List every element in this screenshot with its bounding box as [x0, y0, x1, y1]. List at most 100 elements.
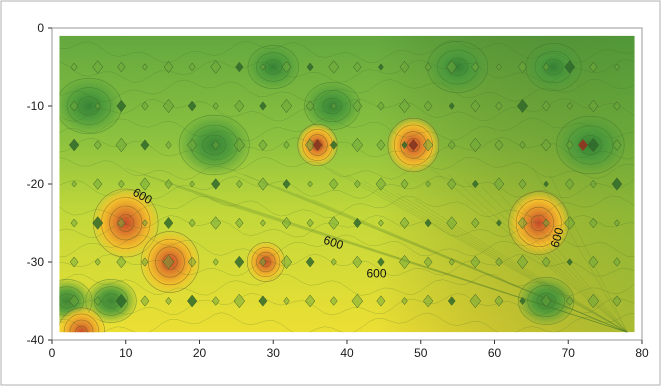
diamond-marker: [329, 178, 339, 190]
low-region: [523, 41, 584, 93]
diamond-marker: [92, 60, 104, 74]
contour-line: [515, 199, 562, 248]
diamond-marker: [448, 102, 455, 110]
diamond-marker: [542, 62, 550, 72]
y-tick-label: -30: [27, 255, 45, 269]
diamond-marker: [188, 62, 196, 72]
contour-line: [59, 59, 635, 83]
diamond-marker: [401, 140, 408, 150]
contour-line: [295, 193, 628, 333]
diamond-marker: [140, 139, 150, 151]
diamond-marker: [306, 62, 314, 72]
diamond-marker: [589, 217, 598, 229]
contour-line: [59, 137, 635, 161]
diamond-marker: [305, 294, 316, 308]
diamond-marker: [117, 179, 125, 189]
diamond-marker: [212, 258, 219, 266]
diamond-marker: [94, 258, 101, 266]
contour-line: [536, 292, 556, 310]
contour-value-label: 600: [366, 267, 386, 281]
low-region: [425, 39, 490, 95]
contour-line: [59, 79, 635, 103]
diamond-marker: [566, 102, 573, 110]
diamond-marker: [447, 178, 457, 190]
diamond-marker: [280, 254, 293, 270]
diamond-marker: [614, 63, 620, 71]
diamond-marker: [423, 138, 434, 152]
diamond-marker: [495, 101, 503, 111]
diamond-marker: [115, 137, 128, 153]
diamond-marker: [328, 216, 340, 230]
diamond-marker: [543, 180, 549, 188]
diamond-marker: [517, 216, 528, 230]
contour-line: [59, 293, 635, 316]
diamond-marker: [564, 60, 576, 74]
contour-line: [329, 168, 628, 333]
diamond-marker: [469, 137, 482, 153]
diamond-marker: [165, 140, 172, 150]
diamond-marker: [541, 100, 551, 112]
hot-region: [59, 306, 106, 333]
contour-line: [244, 174, 628, 333]
diamond-marker: [588, 99, 599, 113]
diamond-marker: [541, 256, 551, 268]
contour-line: [256, 251, 276, 273]
diamond-marker: [446, 216, 458, 230]
diamond-marker: [163, 60, 174, 74]
contour-line: [549, 174, 628, 333]
contour-line: [155, 246, 185, 278]
low-region: [84, 278, 138, 324]
contour-line: [59, 234, 635, 258]
diamond-marker: [495, 257, 503, 267]
diamond-marker: [211, 296, 220, 306]
contour-line: [59, 254, 635, 277]
diamond-marker: [588, 255, 599, 269]
diamond-marker: [565, 140, 574, 150]
diamond-marker: [564, 216, 576, 230]
contour-line: [59, 307, 106, 333]
contour-line: [178, 114, 250, 176]
diamond-marker: [613, 101, 621, 111]
diamond-marker: [142, 63, 148, 71]
diamond-marker: [260, 63, 266, 71]
x-tick-label: 0: [49, 346, 56, 360]
x-tick-label: 70: [562, 346, 576, 360]
contour-field: [59, 35, 635, 333]
diamond-marker: [612, 139, 622, 151]
diamond-marker: [401, 296, 408, 306]
diamond-marker: [235, 179, 243, 189]
diamond-marker: [425, 180, 431, 188]
diamond-marker: [493, 177, 505, 191]
diamond-marker: [259, 257, 267, 267]
diamond-marker: [211, 178, 221, 190]
diamond-marker: [352, 255, 363, 269]
diamond-marker: [233, 137, 246, 153]
diamond-marker: [447, 296, 456, 306]
diamond-marker: [541, 294, 552, 308]
diamond-marker: [69, 100, 79, 112]
diamond-marker: [116, 255, 127, 269]
diamond-marker: [516, 98, 529, 114]
diamond-marker: [578, 139, 588, 151]
diamond-marker: [70, 218, 78, 228]
diamond-marker: [162, 98, 175, 114]
contour-value-label: 600: [322, 233, 346, 253]
diamond-marker: [235, 217, 244, 229]
diamond-marker: [446, 60, 458, 74]
contour-line: [498, 193, 628, 333]
contour-line: [109, 205, 143, 241]
contour-line: [518, 277, 575, 325]
diamond-marker: [260, 219, 266, 227]
diamond-marker: [69, 256, 79, 268]
diamond-marker: [92, 216, 104, 230]
diamond-marker: [140, 295, 150, 307]
contour-line: [59, 176, 635, 200]
diamond-marker: [423, 256, 433, 268]
diamond-marker: [93, 140, 102, 150]
diamond-marker: [283, 296, 290, 306]
diamond-marker: [519, 296, 526, 306]
y-tick-label: -20: [27, 177, 45, 191]
contour-line: [227, 168, 628, 333]
diamond-marker: [328, 60, 340, 74]
